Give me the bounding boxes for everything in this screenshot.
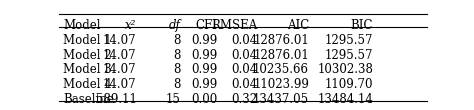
- Text: 13437.05: 13437.05: [253, 93, 309, 106]
- Text: 0.99: 0.99: [191, 63, 217, 76]
- Text: Model 4: Model 4: [63, 78, 112, 91]
- Text: 14.07: 14.07: [103, 49, 137, 62]
- Text: df: df: [169, 19, 181, 32]
- Text: 15: 15: [165, 93, 181, 106]
- Text: Baseline: Baseline: [63, 93, 114, 106]
- Text: 13484.14: 13484.14: [318, 93, 374, 106]
- Text: 1295.57: 1295.57: [325, 49, 374, 62]
- Text: BIC: BIC: [351, 19, 374, 32]
- Text: 0.04: 0.04: [231, 63, 258, 76]
- Text: 10235.66: 10235.66: [253, 63, 309, 76]
- Text: 0.99: 0.99: [191, 49, 217, 62]
- Text: Model 1: Model 1: [63, 34, 111, 47]
- Text: 12876.01: 12876.01: [253, 34, 309, 47]
- Text: 1295.57: 1295.57: [325, 34, 374, 47]
- Text: 8: 8: [173, 63, 181, 76]
- Text: 0.32: 0.32: [231, 93, 258, 106]
- Text: 0.00: 0.00: [191, 93, 217, 106]
- Text: Model: Model: [63, 19, 100, 32]
- Text: 0.04: 0.04: [231, 78, 258, 91]
- Text: 10302.38: 10302.38: [318, 63, 374, 76]
- Text: 14.07: 14.07: [103, 34, 137, 47]
- Text: 1109.70: 1109.70: [325, 78, 374, 91]
- Text: CFI: CFI: [195, 19, 217, 32]
- Text: x²: x²: [125, 19, 137, 32]
- Text: 8: 8: [173, 78, 181, 91]
- Text: 12876.01: 12876.01: [253, 49, 309, 62]
- Text: Model 3: Model 3: [63, 63, 112, 76]
- Text: 14.07: 14.07: [103, 78, 137, 91]
- Text: 14.07: 14.07: [103, 63, 137, 76]
- Text: Model 2: Model 2: [63, 49, 111, 62]
- Text: 0.99: 0.99: [191, 34, 217, 47]
- Text: 8: 8: [173, 49, 181, 62]
- Text: 11023.99: 11023.99: [253, 78, 309, 91]
- Text: RMSEA: RMSEA: [211, 19, 258, 32]
- Text: AIC: AIC: [287, 19, 309, 32]
- Text: 8: 8: [173, 34, 181, 47]
- Text: 0.04: 0.04: [231, 34, 258, 47]
- Text: 589.11: 589.11: [96, 93, 137, 106]
- Text: 0.04: 0.04: [231, 49, 258, 62]
- Text: 0.99: 0.99: [191, 78, 217, 91]
